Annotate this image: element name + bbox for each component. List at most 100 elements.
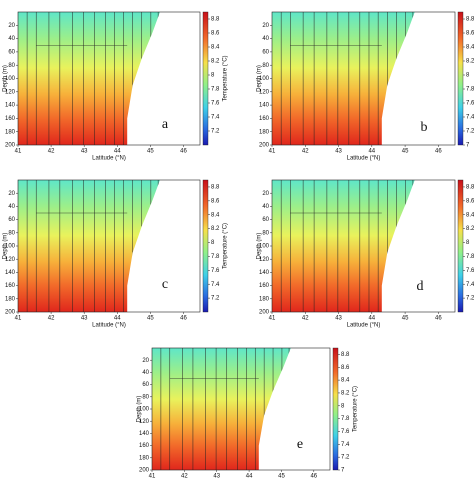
y-tick-label: 120 — [259, 257, 270, 263]
y-tick-label: 40 — [8, 204, 15, 210]
colorbar-tick-label: 8.6 — [466, 198, 474, 204]
y-tick-label: 180 — [259, 129, 270, 135]
x-axis-label: Latitude (°N) — [92, 156, 126, 162]
x-tick-label: 45 — [147, 316, 154, 322]
x-tick-label: 45 — [402, 149, 409, 155]
panel-letter: c — [162, 277, 168, 292]
colorbar — [457, 179, 464, 313]
colorbar-tick-label: 7.8 — [466, 254, 474, 260]
y-tick-label: 100 — [5, 76, 16, 82]
colorbar — [457, 11, 464, 146]
colorbar-tick-label: 7.6 — [466, 101, 474, 107]
y-tick-label: 80 — [8, 230, 15, 236]
colorbar-tick-label: 7 — [466, 143, 470, 149]
y-tick-label: 80 — [142, 394, 149, 400]
x-tick-label: 46 — [435, 149, 442, 155]
x-tick-label: 43 — [335, 149, 342, 155]
colorbar-tick-label: 8 — [211, 73, 215, 79]
colorbar-tick-label: 8.6 — [341, 365, 350, 371]
colorbar-tick-label: 8.8 — [341, 352, 350, 358]
colorbar-tick-label: 7.8 — [211, 87, 220, 93]
shelf-mask — [127, 12, 200, 145]
y-tick-label: 160 — [139, 443, 150, 449]
x-axis-label: Latitude (°N) — [92, 323, 126, 329]
x-tick-label: 45 — [278, 474, 285, 479]
colorbar-tick-label: 7.6 — [211, 268, 220, 274]
shelf-mask — [258, 348, 330, 470]
x-tick-label: 46 — [435, 316, 442, 322]
colorbar-tick-label: 7.2 — [211, 129, 220, 135]
x-tick-label: 44 — [114, 316, 121, 322]
colorbar-tick-label: 7.6 — [341, 429, 350, 435]
colorbar-tick-label: 7.4 — [466, 115, 474, 121]
y-tick-label: 160 — [5, 283, 16, 289]
y-axis-label: Depth (m) — [257, 233, 263, 260]
y-tick-label: 40 — [8, 36, 15, 42]
y-tick-label: 140 — [259, 270, 270, 276]
colorbar-tick-label: 7.8 — [211, 254, 220, 260]
y-tick-label: 100 — [259, 76, 270, 82]
x-tick-label: 41 — [15, 316, 22, 322]
colorbar-tick-label: 7.4 — [466, 282, 474, 288]
x-tick-label: 43 — [81, 149, 88, 155]
y-tick-label: 40 — [262, 204, 269, 210]
y-tick-label: 60 — [142, 382, 149, 388]
x-tick-label: 43 — [81, 316, 88, 322]
x-tick-label: 46 — [180, 149, 187, 155]
y-tick-label: 60 — [262, 49, 269, 55]
colorbar-tick-label: 8 — [466, 73, 470, 79]
colorbar-tick-label: 8.8 — [211, 17, 220, 23]
x-tick-label: 41 — [269, 316, 276, 322]
y-tick-label: 200 — [5, 310, 16, 316]
colorbar-tick-label: 7.2 — [341, 455, 350, 461]
y-tick-label: 140 — [5, 270, 16, 276]
y-tick-label: 200 — [259, 143, 270, 149]
y-tick-label: 20 — [8, 191, 15, 197]
y-tick-label: 80 — [262, 63, 269, 69]
colorbar-tick-label: 7.4 — [341, 442, 350, 448]
y-tick-label: 140 — [259, 103, 270, 109]
colorbar — [202, 11, 209, 146]
x-tick-label: 42 — [48, 149, 55, 155]
x-tick-label: 41 — [15, 149, 22, 155]
colorbar-tick-label: 7.6 — [211, 101, 220, 107]
y-tick-label: 180 — [5, 129, 16, 135]
x-tick-label: 44 — [368, 149, 375, 155]
x-axis-label: Latitude (°N) — [347, 323, 381, 329]
y-tick-label: 60 — [8, 217, 15, 223]
y-tick-label: 200 — [139, 468, 150, 474]
colorbar-tick-label: 7.8 — [341, 416, 350, 422]
panel-letter: e — [297, 437, 303, 452]
x-tick-label: 44 — [246, 474, 253, 479]
colorbar-tick-label: 7.8 — [466, 87, 474, 93]
y-tick-label: 60 — [262, 217, 269, 223]
colorbar-label: Temperature (°C) — [223, 223, 229, 269]
colorbar-tick-label: 8.4 — [341, 378, 350, 384]
shelf-mask — [381, 180, 455, 312]
y-tick-label: 200 — [5, 143, 16, 149]
colorbar-tick-label: 8.2 — [466, 226, 474, 232]
y-tick-label: 20 — [262, 23, 269, 29]
x-tick-label: 46 — [180, 316, 187, 322]
panel-letter: a — [162, 117, 169, 132]
y-axis-label: Depth (m) — [3, 233, 9, 260]
y-tick-label: 120 — [259, 89, 270, 95]
x-tick-label: 42 — [181, 474, 188, 479]
colorbar-tick-label: 7.2 — [211, 296, 220, 302]
y-tick-label: 100 — [139, 407, 150, 413]
y-tick-label: 40 — [262, 36, 269, 42]
x-tick-label: 42 — [302, 316, 309, 322]
colorbar-tick-label: 7.6 — [466, 268, 474, 274]
y-tick-label: 120 — [5, 257, 16, 263]
x-tick-label: 42 — [48, 316, 55, 322]
y-tick-label: 120 — [139, 419, 150, 425]
y-tick-label: 160 — [259, 116, 270, 122]
x-tick-label: 46 — [310, 474, 317, 479]
y-tick-label: 20 — [8, 23, 15, 29]
